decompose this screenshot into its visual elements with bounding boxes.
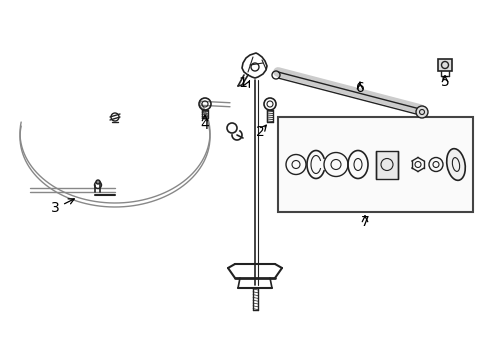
Text: 6: 6 <box>356 81 365 95</box>
Bar <box>376 150 398 179</box>
Text: 4: 4 <box>200 118 209 132</box>
Circle shape <box>96 180 100 184</box>
Bar <box>278 117 473 212</box>
Text: 7: 7 <box>361 215 369 229</box>
Circle shape <box>416 106 428 118</box>
Bar <box>438 59 452 71</box>
Text: 2: 2 <box>256 125 265 139</box>
Text: 3: 3 <box>50 201 59 215</box>
Ellipse shape <box>447 149 465 180</box>
Text: 5: 5 <box>441 75 449 89</box>
Text: 1: 1 <box>238 76 247 90</box>
